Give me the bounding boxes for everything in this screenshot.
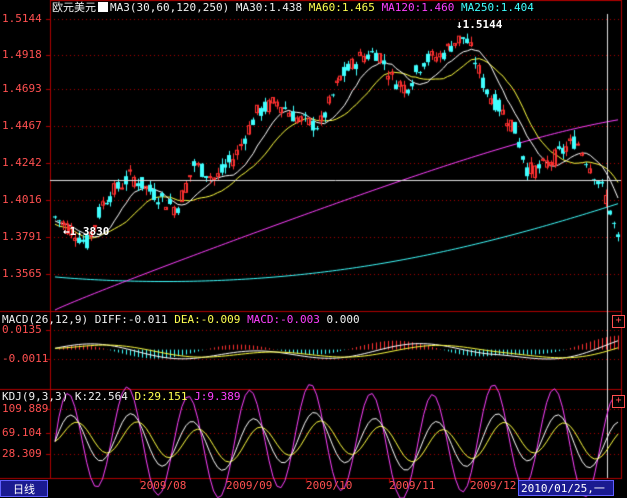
main-legend: 欧元美元 MA3(30,60,120,250) MA30:1.438 MA60:1… — [52, 1, 534, 15]
indicator-settings-icon[interactable] — [98, 2, 108, 12]
symbol-title: 欧元美元 — [52, 1, 96, 14]
price-axis-label: 1.3565 — [2, 267, 42, 280]
date-axis-label: 2009/09 — [226, 479, 273, 492]
price-axis-label: 1.4242 — [2, 156, 42, 169]
kdj-axis-label: 109.889 — [2, 402, 49, 415]
macd-axis-label: -0.0011 — [2, 352, 49, 365]
kdj-k-value: K:22.564 — [74, 390, 128, 403]
macd-macd-value: MACD:-0.003 — [247, 313, 320, 326]
macd-legend: MACD(26,12,9) DIFF:-0.011 DEA:-0.009 MAC… — [2, 313, 360, 327]
price-axis-label: 1.5144 — [2, 12, 42, 25]
macd-zero-value: 0.000 — [326, 313, 360, 326]
kdj-params: KDJ(9,3,3) — [2, 390, 69, 403]
date-axis-label: 2009/10 — [306, 479, 353, 492]
kdj-j-value: J:9.389 — [194, 390, 241, 403]
price-axis-label: 1.4467 — [2, 119, 42, 132]
ma60-value: MA60:1.465 — [308, 1, 375, 14]
kdj-axis-label: 69.104 — [2, 426, 42, 439]
low-price-marker: ←1.3830 — [63, 225, 110, 238]
macd-axis-label: 0.0135 — [2, 323, 42, 336]
price-axis-label: 1.4918 — [2, 48, 42, 61]
cursor-date-readout: 2010/01/25,一 — [518, 480, 614, 496]
macd-dea-value: DEA:-0.009 — [174, 313, 241, 326]
macd-params: MACD(26,12,9) — [2, 313, 89, 326]
macd-diff-value: DIFF:-0.011 — [94, 313, 168, 326]
kdj-legend: KDJ(9,3,3) K:22.564 D:29.151 J:9.389 — [2, 390, 240, 404]
date-axis-label: 2009/12 — [470, 479, 517, 492]
high-price-marker: ↓1.5144 — [456, 18, 503, 31]
ma-params: MA3(30,60,120,250) — [110, 1, 230, 14]
price-axis-label: 1.4016 — [2, 193, 42, 206]
kdj-axis-label: 28.309 — [2, 447, 42, 460]
macd-panel-expand-button[interactable]: + — [612, 315, 625, 328]
date-axis-label: 2009/11 — [389, 479, 436, 492]
period-tab-daily[interactable]: 日线 — [0, 480, 48, 497]
date-axis-label: 2009/08 — [140, 479, 187, 492]
ma30-value: MA30:1.438 — [235, 1, 303, 14]
ma250-value: MA250:1.404 — [461, 1, 534, 14]
ma120-value: MA120:1.460 — [381, 1, 455, 14]
kdj-panel-expand-button[interactable]: + — [612, 395, 625, 408]
price-axis-label: 1.4693 — [2, 82, 42, 95]
kdj-d-value: D:29.151 — [134, 390, 188, 403]
price-axis-label: 1.3791 — [2, 230, 42, 243]
